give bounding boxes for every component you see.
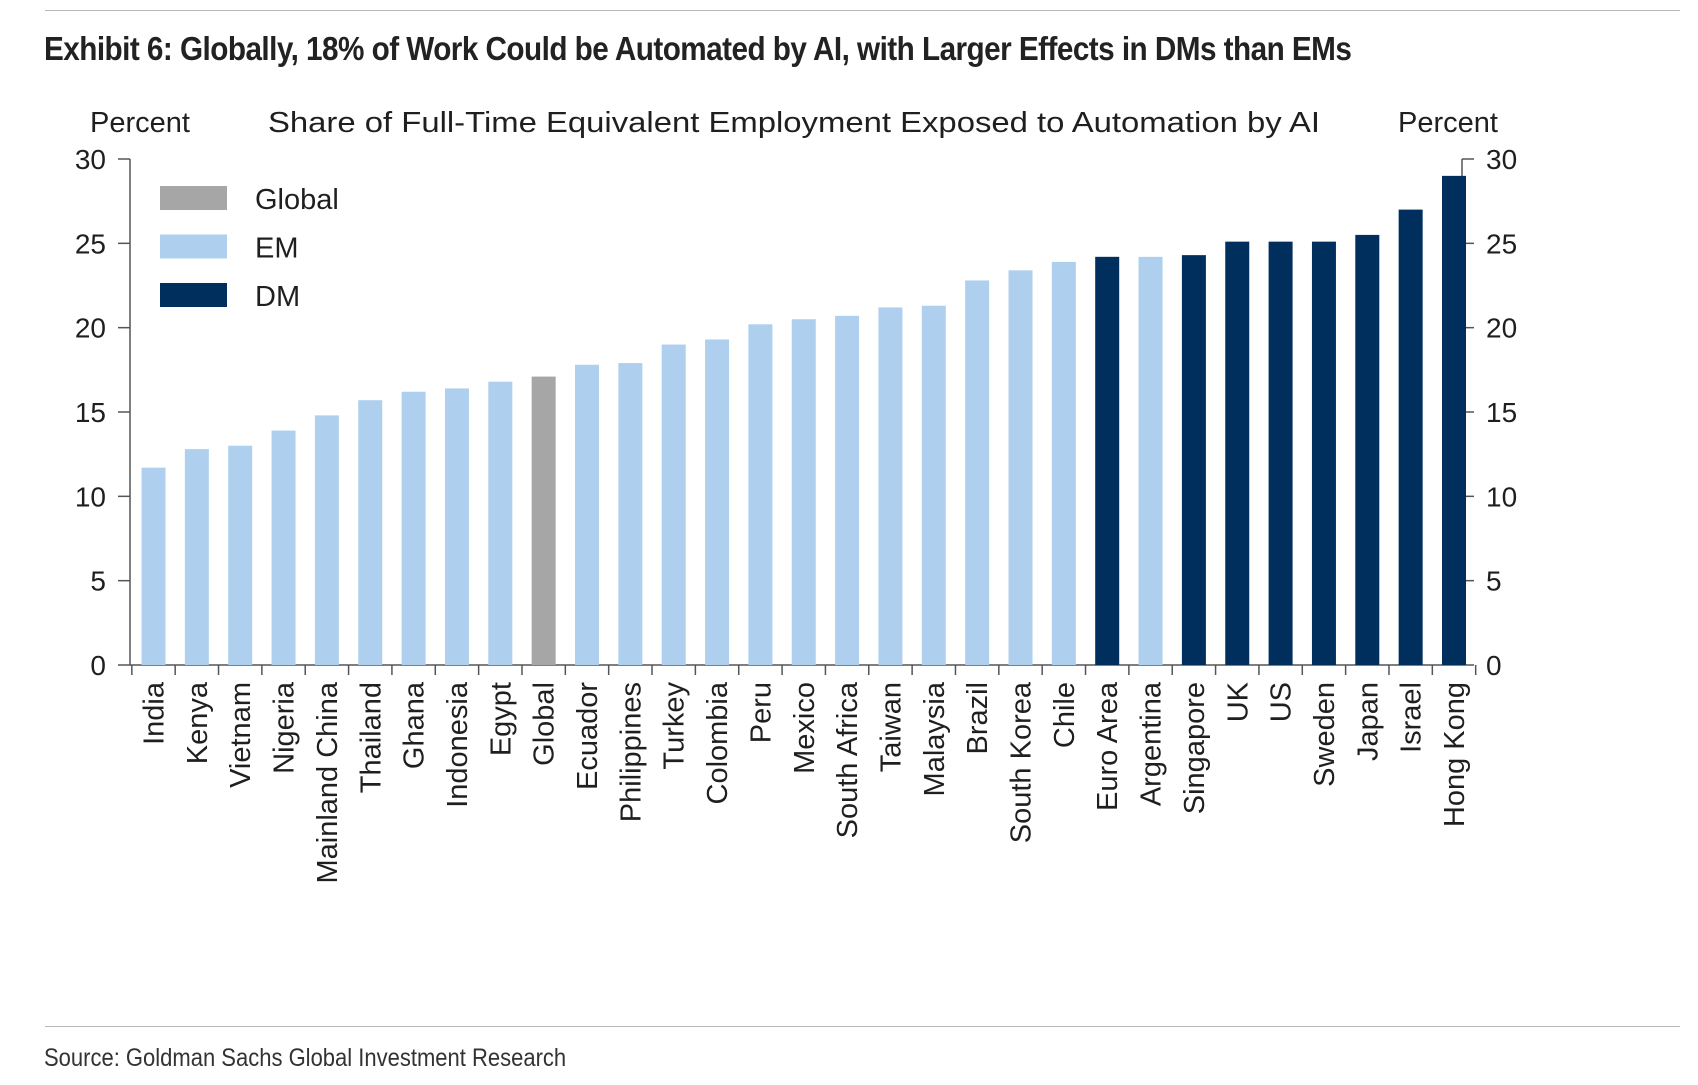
x-tick-label: Egypt: [485, 682, 517, 756]
y-tick-label-left: 25: [75, 228, 106, 259]
x-tick-label: Hong Kong: [1439, 682, 1471, 827]
x-tick-label: Euro Area: [1092, 681, 1124, 811]
y-tick-label-left: 20: [75, 313, 106, 344]
x-tick-label: US: [1266, 682, 1298, 722]
x-tick-label: Nigeria: [269, 681, 301, 774]
bar-global: [531, 376, 556, 665]
x-tick-label: Argentina: [1136, 681, 1168, 806]
y-tick-label-left: 0: [90, 650, 106, 681]
bar-peru: [748, 324, 773, 665]
x-tick-label: Thailand: [355, 682, 387, 793]
y-tick-label-left: 30: [75, 144, 106, 175]
bar-uk: [1225, 241, 1250, 665]
legend-label-global: Global: [255, 184, 339, 216]
top-rule: [45, 10, 1680, 11]
bar-hong-kong: [1442, 175, 1466, 665]
bar-indonesia: [444, 388, 469, 665]
bar-malaysia: [921, 305, 946, 665]
bar-euro-area: [1095, 256, 1120, 665]
x-tick-label: Kenya: [182, 681, 214, 764]
x-tick-label: Indonesia: [442, 681, 474, 808]
x-tick-label: Taiwan: [875, 682, 907, 772]
x-tick-label: Brazil: [962, 682, 994, 755]
x-tick-label: Peru: [745, 682, 777, 743]
bar-nigeria: [271, 430, 296, 665]
source-note: Source: Goldman Sachs Global Investment …: [44, 1044, 567, 1072]
bar-philippines: [618, 363, 643, 665]
x-tick-label: Sweden: [1309, 682, 1341, 787]
x-tick-label: Colombia: [702, 681, 734, 804]
bar-brazil: [965, 280, 990, 665]
y-axis-label-right: Percent: [1398, 107, 1498, 139]
bar-ecuador: [575, 364, 599, 665]
x-tick-label: Mainland China: [312, 681, 344, 883]
x-tick-label: Japan: [1352, 682, 1384, 761]
y-tick-label-left: 10: [75, 481, 106, 512]
bar-egypt: [488, 381, 513, 665]
x-tick-label: Singapore: [1179, 682, 1211, 814]
x-tick-label: South Africa: [832, 681, 864, 838]
y-axis-label-left: Percent: [90, 107, 190, 139]
x-tick-label: Ghana: [399, 681, 431, 769]
x-tick-label: Vietnam: [225, 682, 257, 788]
chart-title: Share of Full-Time Equivalent Employment…: [268, 107, 1320, 139]
y-tick-label-right: 30: [1486, 144, 1517, 175]
y-tick-label-left: 5: [90, 566, 106, 597]
legend-label-em: EM: [255, 233, 299, 265]
bar-vietnam: [228, 445, 253, 665]
bar-colombia: [705, 339, 730, 665]
bottom-rule: [45, 1026, 1680, 1027]
bar-taiwan: [878, 307, 903, 665]
y-tick-label-right: 25: [1486, 228, 1517, 259]
bar-south-korea: [1008, 270, 1033, 665]
x-tick-label: Mexico: [789, 682, 821, 774]
bar-sweden: [1311, 241, 1336, 665]
x-tick-label: Malaysia: [919, 681, 951, 796]
x-tick-label: Global: [529, 682, 561, 766]
y-tick-label-right: 20: [1486, 313, 1517, 344]
bar-israel: [1398, 209, 1423, 665]
bar-japan: [1355, 234, 1380, 665]
x-tick-label: Chile: [1049, 682, 1081, 748]
bar-mexico: [791, 319, 816, 665]
legend-label-dm: DM: [255, 281, 300, 313]
bar-thailand: [358, 400, 383, 665]
legend-swatch-em: [160, 234, 227, 259]
bar-kenya: [184, 449, 209, 665]
bar-turkey: [661, 344, 686, 665]
bar-india: [141, 467, 166, 665]
y-tick-label-left: 15: [75, 397, 106, 428]
x-tick-label: South Korea: [1006, 681, 1038, 843]
y-tick-label-right: 10: [1486, 481, 1517, 512]
bar-singapore: [1181, 255, 1206, 665]
x-tick-label: UK: [1222, 681, 1254, 722]
x-tick-label: Turkey: [659, 682, 691, 770]
bar-us: [1268, 241, 1293, 665]
x-tick-label: Philippines: [615, 682, 647, 822]
exhibit-title: Exhibit 6: Globally, 18% of Work Could b…: [44, 30, 1352, 67]
bar-ghana: [401, 391, 426, 665]
legend-swatch-dm: [160, 283, 227, 307]
x-tick-label: India: [139, 681, 171, 745]
y-tick-label-right: 0: [1486, 650, 1502, 681]
x-tick-label: Ecuador: [572, 682, 604, 790]
y-tick-label-right: 15: [1486, 397, 1517, 428]
y-tick-label-right: 5: [1486, 566, 1502, 597]
bar-chile: [1051, 261, 1076, 665]
bar-mainland-china: [314, 415, 339, 665]
x-tick-label: Israel: [1396, 682, 1428, 753]
bar-south-africa: [835, 315, 860, 665]
legend-swatch-global: [160, 186, 227, 210]
bar-argentina: [1138, 256, 1163, 665]
